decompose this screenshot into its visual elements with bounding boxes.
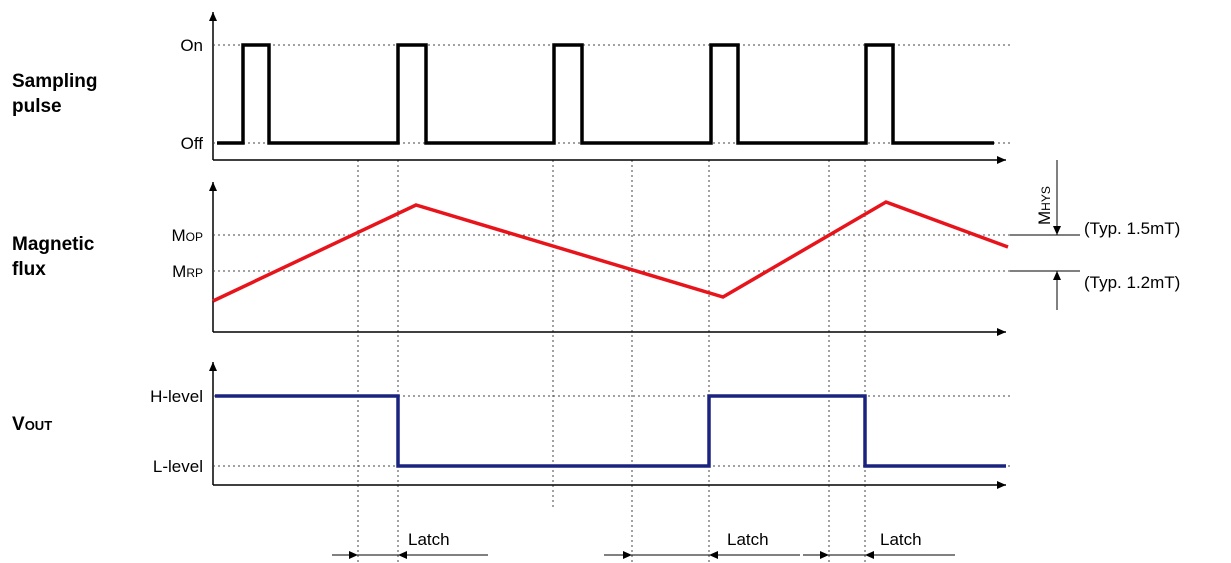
latch-label: Latch: [727, 530, 769, 549]
mrp-typical-value: (Typ. 1.2mT): [1084, 273, 1180, 292]
mhys-label: MHYS: [1035, 186, 1054, 225]
latch-annotations: Latch Latch Latch: [332, 530, 955, 559]
hysteresis-annotation: MHYS (Typ. 1.5mT) (Typ. 1.2mT): [1010, 160, 1180, 310]
vout-row: VOUT H-level L-level: [12, 362, 1010, 489]
magnetic-flux-waveform: [212, 200, 1009, 303]
flux-title-line1: Magnetic: [12, 234, 95, 255]
sampling-title-line2: pulse: [12, 96, 62, 117]
latch-label: Latch: [880, 530, 922, 549]
off-level-label: Off: [181, 134, 204, 153]
sampling-title-line1: Sampling: [12, 71, 98, 92]
sampling-pulse-waveform: [217, 43, 994, 145]
flux-title-line2: flux: [12, 259, 46, 280]
vout-waveform: [215, 394, 1006, 468]
mop-label: MOP: [171, 226, 203, 245]
mrp-label: MRP: [172, 262, 203, 281]
flux-row: Magnetic flux MOP MRP: [12, 182, 1010, 336]
sampling-row: Sampling pulse On Off: [12, 12, 1010, 164]
latch-label: Latch: [408, 530, 450, 549]
vout-title: VOUT: [12, 414, 52, 435]
h-level-label: H-level: [150, 387, 203, 406]
l-level-label: L-level: [153, 457, 203, 476]
time-reference-lines: [357, 160, 866, 562]
on-level-label: On: [180, 36, 203, 55]
mop-typical-value: (Typ. 1.5mT): [1084, 219, 1180, 238]
